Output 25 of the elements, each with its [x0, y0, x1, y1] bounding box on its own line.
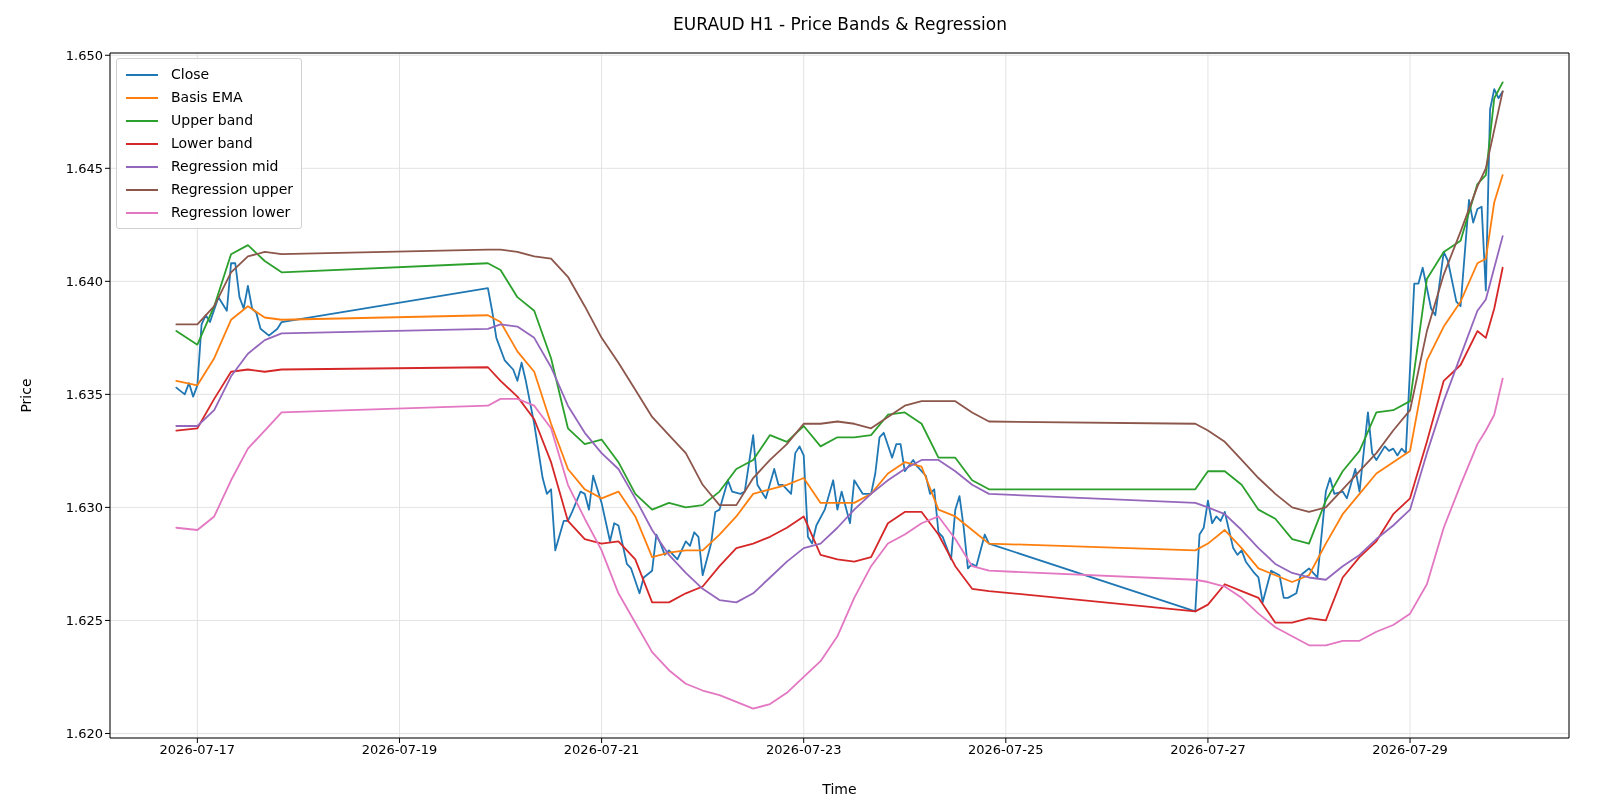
line-series	[175, 377, 1504, 710]
x-tick-label: 2026-07-27	[1170, 742, 1246, 758]
x-tick-label: 2026-07-29	[1372, 742, 1448, 758]
y-tick-label: 1.620	[65, 726, 103, 742]
y-tick-label: 1.645	[65, 160, 103, 176]
y-tick-label: 1.630	[65, 500, 103, 516]
y-tick-label: 1.640	[65, 273, 103, 289]
legend-label: Regression mid	[171, 157, 279, 176]
x-tick-label: 2026-07-19	[361, 742, 438, 758]
y-axis-title: Price	[17, 378, 34, 413]
legend-label: Regression lower	[171, 203, 291, 222]
x-tick-label: 2026-07-17	[159, 742, 236, 758]
x-axis-title: Time	[821, 781, 857, 797]
legend-label: Close	[171, 65, 210, 84]
chart-title: EURAUD H1 - Price Bands & Regression	[672, 13, 1008, 36]
x-tick-label: 2026-07-25	[968, 742, 1044, 758]
y-tick-label: 1.625	[65, 613, 103, 629]
x-tick-label: 2026-07-21	[563, 742, 640, 758]
legend-label: Regression upper	[171, 180, 294, 199]
legend-label: Upper band	[171, 111, 254, 130]
x-tick-label: 2026-07-23	[765, 742, 842, 758]
y-tick-label: 1.635	[65, 386, 103, 402]
legend-label: Basis EMA	[171, 88, 243, 107]
y-tick-label: 1.650	[65, 47, 103, 63]
legend-label: Lower band	[171, 134, 253, 153]
